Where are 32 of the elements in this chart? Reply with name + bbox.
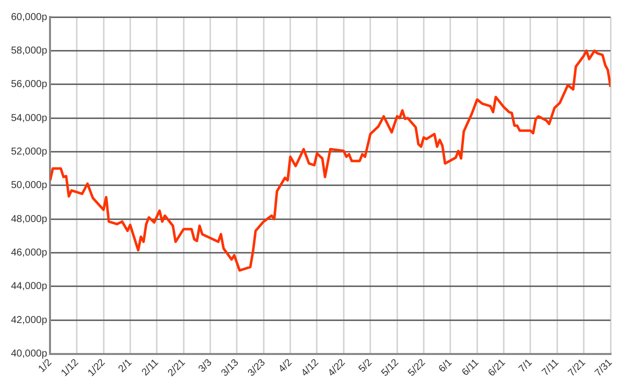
- y-tick-label: 44,000p: [10, 281, 48, 292]
- x-tick-label: 4/22: [326, 356, 348, 379]
- x-tick-label: 6/1: [436, 356, 455, 375]
- x-tick-label: 2/11: [140, 356, 162, 378]
- y-tick-label: 60,000p: [10, 12, 48, 23]
- x-tick-label: 7/21: [566, 356, 588, 379]
- x-tick-label: 4/12: [300, 356, 322, 379]
- x-tick-label: 7/11: [540, 356, 562, 378]
- x-tick-label: 5/2: [356, 356, 375, 375]
- y-tick-label: 58,000p: [10, 45, 48, 56]
- x-tick-label: 6/11: [460, 356, 482, 378]
- y-tick-label: 54,000p: [10, 112, 48, 124]
- y-tick-label: 50,000p: [10, 180, 48, 192]
- x-tick-label: 6/21: [486, 356, 508, 379]
- x-tick-label: 5/12: [380, 356, 402, 379]
- x-tick-label: 2/1: [116, 356, 135, 375]
- y-tick-label: 40,000p: [10, 348, 48, 360]
- x-tick-label: 4/2: [276, 356, 295, 375]
- x-tick-label: 7/1: [516, 356, 535, 375]
- y-tick-label: 42,000p: [10, 314, 48, 326]
- x-tick-label: 3/3: [196, 356, 215, 375]
- x-tick-label: 1/2: [36, 356, 55, 375]
- x-tick-label: 7/31: [593, 356, 615, 379]
- x-tick-label: 2/21: [166, 356, 188, 379]
- x-tick-label: 3/13: [219, 356, 242, 379]
- y-tick-label: 52,000p: [10, 146, 48, 158]
- x-tick-label: 5/22: [406, 356, 428, 379]
- y-tick-label: 48,000p: [10, 214, 48, 225]
- y-tick-label: 56,000p: [10, 79, 48, 90]
- x-tick-label: 1/12: [59, 356, 82, 379]
- y-tick-label: 46,000p: [10, 247, 48, 258]
- x-tick-label: 3/23: [246, 356, 268, 379]
